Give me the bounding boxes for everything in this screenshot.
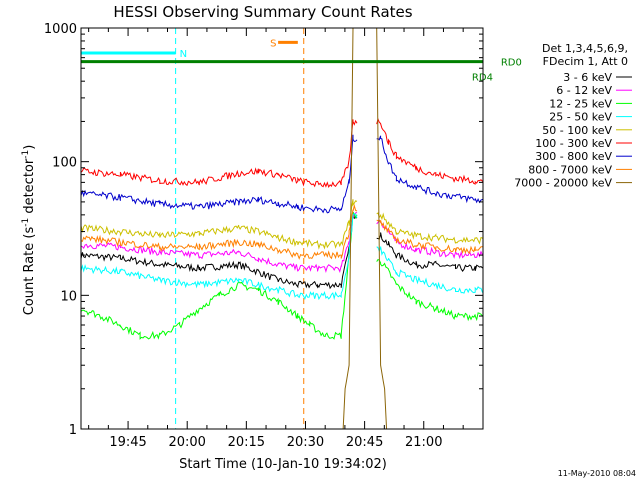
y-tick-label: 1 bbox=[69, 423, 77, 438]
series-line-3 bbox=[81, 213, 483, 301]
y-label-mid: detector bbox=[22, 158, 37, 218]
y-tick-label: 100 bbox=[52, 156, 77, 171]
legend-label-4: 50 - 100 keV bbox=[542, 124, 612, 137]
series-line-8 bbox=[342, 28, 388, 429]
x-tick-label: 20:00 bbox=[168, 435, 205, 450]
series-group bbox=[81, 28, 483, 429]
flag-label-1: S bbox=[270, 38, 276, 49]
legend-label-5: 100 - 300 keV bbox=[535, 137, 612, 150]
legend-title-line-2: FDecim 1, Att 0 bbox=[543, 55, 628, 68]
x-axis: 19:45 20:00 20:15 20:30 20:45 21:00 bbox=[88, 28, 464, 450]
legend-label-0: 3 - 6 keV bbox=[563, 71, 612, 84]
legend-label-3: 25 - 50 keV bbox=[549, 111, 612, 124]
legend-title-line-1: Det 1,3,4,5,6,9, bbox=[542, 42, 628, 55]
x-axis-label: Start Time (10-Jan-10 19:34:02) bbox=[179, 457, 387, 472]
legend-label-6: 300 - 800 keV bbox=[535, 150, 612, 163]
x-tick-label: 19:45 bbox=[109, 435, 146, 450]
y-label-sup-2: -1 bbox=[21, 150, 31, 159]
plot-area: N S RD4 RD0 bbox=[81, 28, 522, 429]
legend: Det 1,3,4,5,6,9, FDecim 1, Att 0 3 - 6 k… bbox=[514, 42, 632, 190]
y-label-sup-1: -1 bbox=[21, 218, 31, 227]
x-tick-label: 20:30 bbox=[287, 435, 324, 450]
legend-label-1: 6 - 12 keV bbox=[556, 84, 612, 97]
y-axis-label: Count Rate (s-1 detector-1) bbox=[21, 145, 37, 316]
series-line-1 bbox=[81, 212, 483, 274]
series-line-4 bbox=[81, 199, 483, 250]
flag-label-4: RD0 bbox=[501, 58, 522, 69]
x-tick-label: 21:00 bbox=[405, 435, 442, 450]
flag-label-3: RD4 bbox=[472, 73, 493, 84]
series-line-6 bbox=[81, 134, 483, 214]
flag-label-0: N bbox=[180, 49, 187, 60]
y-tick-label: 1000 bbox=[44, 22, 77, 37]
y-axis: 1 10 100 1000 bbox=[44, 22, 483, 438]
chart-title: HESSI Observing Summary Count Rates bbox=[113, 3, 412, 21]
series-line-0 bbox=[81, 211, 483, 290]
series-line-5 bbox=[81, 117, 483, 189]
x-tick-label: 20:15 bbox=[228, 435, 265, 450]
series-line-7 bbox=[81, 203, 483, 260]
y-label-suffix: ) bbox=[22, 145, 37, 150]
plot-frame bbox=[80, 27, 484, 430]
y-label-prefix: Count Rate (s bbox=[22, 227, 37, 316]
timestamp: 11-May-2010 08:04 bbox=[558, 469, 636, 478]
x-tick-label: 20:45 bbox=[346, 435, 383, 450]
y-tick-label: 10 bbox=[60, 289, 77, 304]
legend-label-2: 12 - 25 keV bbox=[549, 97, 612, 110]
legend-label-8: 7000 - 20000 keV bbox=[514, 177, 612, 190]
series-line-2 bbox=[81, 212, 483, 340]
legend-label-7: 800 - 7000 keV bbox=[528, 163, 612, 176]
